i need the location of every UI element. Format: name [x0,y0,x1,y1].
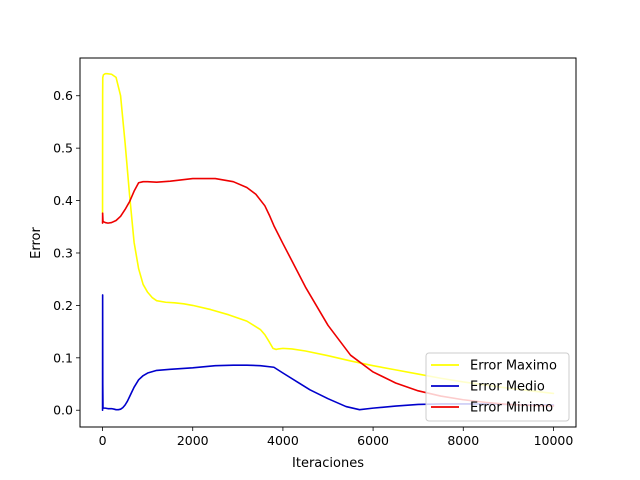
y-tick-label: 0.4 [53,193,73,208]
y-tick-label: 0.6 [53,88,73,103]
y-tick-label: 0.1 [53,350,73,365]
y-tick-label: 0.0 [53,403,73,418]
y-tick-label: 0.2 [53,298,73,313]
x-tick-label: 2000 [177,433,209,448]
series-line-1 [101,294,555,412]
series-line-0 [101,72,555,395]
x-tick-label: 6000 [357,433,389,448]
y-axis-label: Error [29,227,44,259]
legend-label-0: Error Maximo [470,359,557,374]
series-line-2 [101,177,555,407]
legend-label-1: Error Medio [470,380,545,395]
x-tick-label: 0 [99,433,107,448]
y-tick-label: 0.5 [53,141,73,156]
legend-box [425,352,570,422]
plot-frame [79,57,577,428]
y-tick-label: 0.3 [53,245,73,260]
y-axis-ticks: 0.0 0.1 0.2 0.3 0.4 0.5 0.6 [53,88,80,418]
x-axis-label: Iteraciones [292,456,364,471]
x-tick-label: 8000 [447,433,479,448]
x-tick-label: 4000 [267,433,299,448]
series-layer [101,72,555,412]
x-tick-label: 10000 [534,433,574,448]
legend: Error Maximo Error Medio Error Minimo [425,352,570,422]
x-axis-ticks: 0 2000 4000 6000 8000 10000 [99,427,574,448]
legend-label-2: Error Minimo [470,401,553,416]
